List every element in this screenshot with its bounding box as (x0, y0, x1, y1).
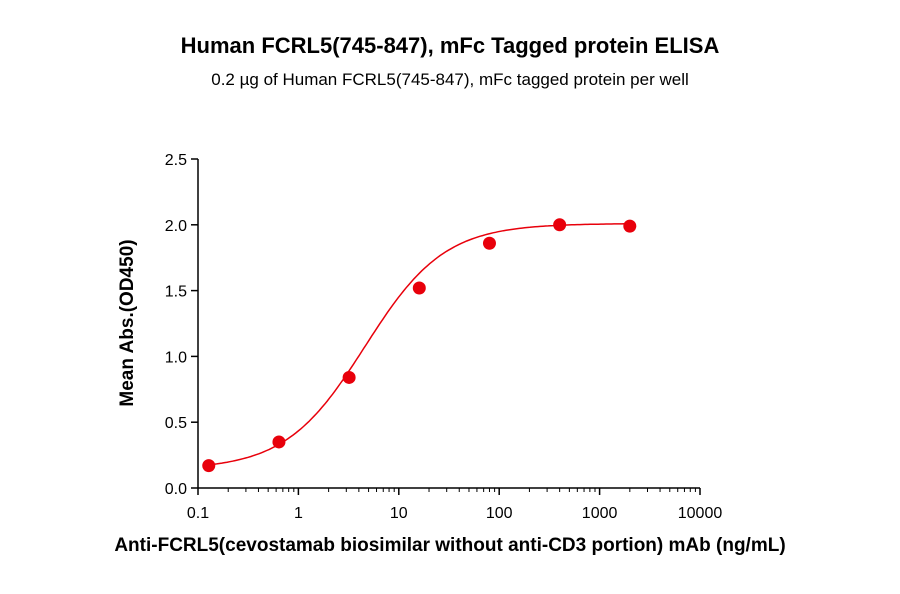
y-tick-label: 2.5 (165, 152, 187, 169)
fit-curve (208, 223, 630, 466)
chart-subtitle: 0.2 µg of Human FCRL5(745-847), mFc tagg… (211, 70, 689, 89)
x-tick-label: 1 (294, 505, 303, 522)
y-tick-label: 0.5 (165, 415, 187, 432)
x-tick-label: 10 (390, 505, 408, 522)
y-tick-label: 1.5 (165, 284, 187, 301)
data-point (202, 459, 216, 473)
data-point (342, 370, 356, 384)
data-point (272, 435, 286, 449)
x-tick-label: 1000 (582, 505, 618, 522)
data-point (482, 236, 496, 250)
chart-title: Human FCRL5(745-847), mFc Tagged protein… (180, 33, 720, 58)
x-tick-label: 0.1 (187, 505, 209, 522)
data-point (412, 281, 426, 295)
x-axis-label: Anti-FCRL5(cevostamab biosimilar without… (114, 535, 786, 556)
y-tick-label: 2.0 (165, 218, 187, 235)
y-tick-label: 1.0 (165, 349, 187, 366)
x-tick-label: 10000 (678, 505, 723, 522)
x-tick-label: 100 (486, 505, 513, 522)
y-tick-label: 0.0 (165, 481, 187, 498)
data-point (623, 219, 637, 233)
data-point (553, 218, 567, 232)
